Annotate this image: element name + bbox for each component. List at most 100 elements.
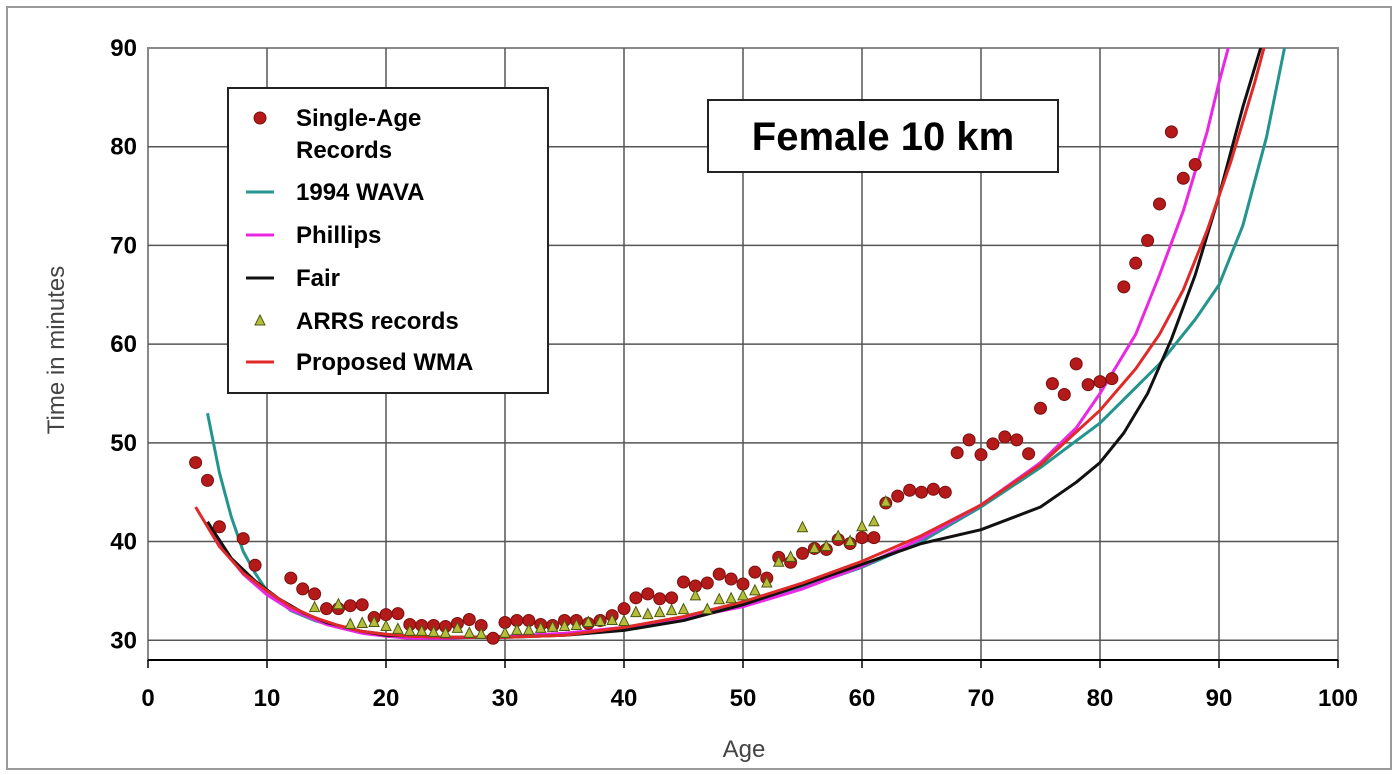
y-tick-label: 40 [110,529,137,556]
chart-title: Female 10 km [752,115,1014,159]
series-phillips [206,48,1230,640]
data-point [1188,157,1202,171]
data-point [582,615,595,627]
legend-item-phillips: Phillips [246,222,381,249]
y-tick-label: 90 [110,35,137,62]
legend-swatch [253,111,267,125]
data-point [284,571,298,585]
data-point [462,613,476,627]
data-point [1057,387,1071,401]
data-point [189,456,203,470]
data-point [1093,375,1107,389]
data-point [748,565,762,579]
data-point [653,592,667,606]
series-proposed-wma [194,48,1266,639]
data-point [891,489,905,503]
data-point [724,572,738,586]
x-tick-label: 70 [968,685,995,712]
legend-label: Fair [296,265,340,292]
data-point [641,587,655,601]
legend-item-1994-wava: 1994 WAVA [246,179,425,206]
legend: Single-Age Records 1994 WAVA Phillips Fair AR… [227,87,549,394]
data-point [1117,280,1131,294]
title-box: Female 10 km [707,99,1059,173]
data-point [974,448,988,462]
data-point [856,519,868,532]
data-point [308,587,322,601]
data-point [1045,377,1059,391]
data-point [784,550,797,562]
data-point [403,624,416,636]
data-point [320,602,333,616]
data-point [796,546,809,560]
data-point [879,494,892,507]
data-point [212,520,226,534]
data-point [379,608,393,622]
data-point [962,433,976,447]
data-point [486,631,500,645]
data-point [867,531,881,545]
data-point [796,520,809,533]
tick-labels: 0 10 20 30 40 50 60 70 80 90 100 30 40 50 60 70 80 90 [110,35,1358,712]
y-tick-label: 30 [110,627,137,654]
y-tick-label: 50 [110,430,137,457]
x-tick-label: 20 [373,685,400,712]
data-point [606,613,618,626]
data-point [665,591,679,605]
data-point [248,558,262,572]
data-point [1069,357,1083,371]
legend-item-proposed-wma: Proposed WMA [246,349,473,376]
data-point [712,567,726,581]
y-tick-label: 80 [110,134,137,161]
data-point [356,616,369,628]
data-point [713,592,726,605]
data-point [689,588,702,601]
x-tick-label: 10 [254,685,281,712]
data-point [903,483,917,497]
legend-swatch [254,313,266,326]
data-point [653,605,666,618]
data-point [1164,125,1178,139]
legend-box [227,87,549,394]
data-point [1105,372,1119,386]
data-point [998,430,1012,444]
data-point [630,605,642,618]
data-point [737,588,749,601]
data-point [522,623,535,635]
y-tick-label: 60 [110,331,137,358]
data-point [546,620,559,632]
legend-label: Phillips [296,222,381,249]
data-point [558,619,571,631]
legend-label: Proposed WMA [296,349,473,376]
data-point [392,622,404,634]
data-point [1034,401,1047,415]
data-point [1081,378,1095,392]
data-point [950,446,964,460]
x-axis-title: Age [723,736,766,763]
series-line [194,48,1266,639]
data-point [451,621,464,633]
data-point [380,619,392,631]
data-point [832,529,845,542]
data-point [344,617,357,629]
x-tick-label: 90 [1206,685,1233,712]
y-axis-title: Time in minutes [43,266,70,435]
legend-item-single-age-records: Single-Age Records [253,105,421,164]
data-point [1153,197,1166,211]
data-point [1010,433,1024,447]
data-point [1129,256,1143,270]
data-point [641,607,654,620]
data-point [296,582,310,596]
data-point [439,626,452,638]
title-box-border [707,99,1059,173]
data-point [594,614,607,627]
data-point [1176,171,1190,185]
data-point [534,621,547,633]
data-point [499,626,511,638]
data-point [915,485,928,499]
data-point [1022,447,1036,461]
data-point [332,597,345,610]
data-point [463,626,476,638]
data-point [236,532,250,546]
